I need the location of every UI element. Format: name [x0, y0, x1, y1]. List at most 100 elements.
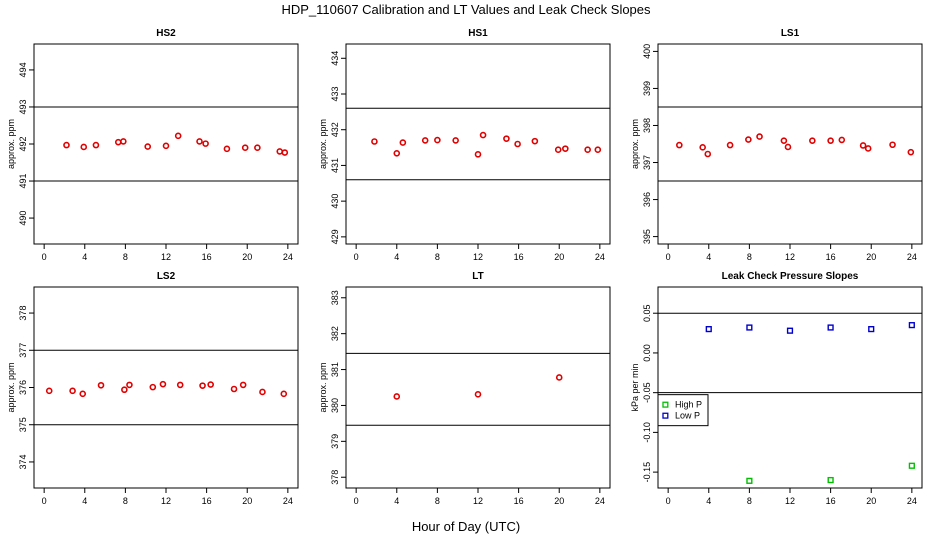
data-point — [562, 145, 569, 152]
x-tick-label: 4 — [82, 496, 87, 506]
y-tick-label: 381 — [330, 362, 340, 377]
y-tick-label: -0.10 — [642, 422, 652, 443]
y-tick-label: 398 — [642, 118, 652, 133]
x-tick-label: 4 — [706, 252, 711, 262]
data-point — [827, 137, 834, 144]
x-tick-label: 8 — [123, 496, 128, 506]
data-point — [176, 381, 184, 389]
plot-frame — [657, 286, 923, 489]
y-tick-label: 0.05 — [642, 304, 652, 322]
y-axis-label: approx. ppm — [6, 119, 16, 169]
data-point — [144, 143, 152, 150]
y-tick-label: 491 — [18, 174, 28, 189]
data-point — [281, 149, 289, 156]
x-tick-label: 8 — [435, 496, 440, 506]
data-point — [199, 382, 206, 389]
y-tick-label: -0.05 — [642, 382, 652, 403]
data-point — [868, 326, 875, 333]
y-tick-label: 432 — [330, 122, 340, 137]
x-tick-label: 24 — [907, 252, 917, 262]
panel-title: HS1 — [468, 28, 488, 39]
data-point — [676, 141, 683, 149]
data-point — [809, 137, 816, 144]
panel-1: HS1 0 4 8 12 16 20 24 429 430 431 432 433 434 approx. … — [318, 28, 611, 262]
data-point — [79, 390, 87, 398]
x-tick-label: 16 — [826, 252, 836, 262]
x-tick-label: 20 — [242, 252, 252, 262]
data-point — [474, 391, 482, 398]
data-point — [63, 141, 70, 149]
panel-title: Leak Check Pressure Slopes — [722, 271, 859, 282]
plot-frame — [345, 43, 611, 245]
y-tick-label: 430 — [330, 194, 340, 209]
y-tick-label: 376 — [18, 380, 28, 395]
data-point — [223, 145, 231, 153]
y-tick-label: 396 — [642, 192, 652, 207]
x-tick-label: 20 — [242, 496, 252, 506]
data-point — [907, 148, 915, 156]
chart-panels: HS2 0 4 8 12 16 20 24 490 491 492 493 494 approx. ppm… — [6, 28, 923, 506]
data-point — [371, 138, 378, 145]
y-tick-label: 380 — [330, 398, 340, 413]
data-point — [554, 146, 562, 154]
y-tick-label: 433 — [330, 86, 340, 101]
y-tick-label: 374 — [18, 454, 28, 469]
data-point — [889, 141, 896, 149]
data-point — [196, 138, 203, 145]
x-tick-label: 0 — [42, 252, 47, 262]
data-point — [120, 138, 127, 145]
y-tick-label: 378 — [18, 306, 28, 321]
data-point — [45, 387, 53, 395]
y-tick-label: 490 — [18, 211, 28, 226]
x-tick-label: 4 — [394, 252, 399, 262]
data-point — [705, 326, 712, 333]
legend-label: Low P — [675, 411, 700, 421]
data-point — [162, 142, 170, 150]
data-point — [594, 146, 602, 154]
y-tick-label: 400 — [642, 44, 652, 59]
data-point — [746, 324, 753, 331]
data-point — [92, 141, 100, 149]
x-tick-label: 20 — [554, 252, 564, 262]
data-point — [126, 381, 133, 389]
legend-box — [657, 394, 709, 427]
y-tick-label: 0.00 — [642, 344, 652, 362]
data-point — [531, 137, 539, 145]
x-tick-label: 16 — [514, 496, 524, 506]
x-tick-label: 16 — [202, 496, 212, 506]
y-tick-label: 434 — [330, 51, 340, 66]
y-tick-label: 492 — [18, 136, 28, 151]
plot-frame — [33, 286, 299, 489]
data-point — [786, 327, 794, 334]
y-tick-label: 397 — [642, 155, 652, 170]
data-point — [276, 148, 284, 155]
data-point — [230, 385, 238, 393]
data-point — [745, 136, 752, 143]
data-point — [859, 142, 867, 149]
y-tick-label: 382 — [330, 326, 340, 341]
data-point — [97, 381, 105, 389]
panel-0: HS2 0 4 8 12 16 20 24 490 491 492 493 494 approx. ppm — [6, 28, 299, 262]
x-tick-label: 20 — [554, 496, 564, 506]
panel-2: LS1 0 4 8 12 16 20 24 395 396 397 398 399 400 approx. … — [630, 28, 923, 262]
x-tick-label: 16 — [202, 252, 212, 262]
data-point — [241, 144, 249, 152]
data-point — [864, 145, 872, 152]
y-axis-label: approx. ppm — [318, 362, 328, 412]
x-tick-label: 8 — [747, 252, 752, 262]
data-point — [174, 132, 182, 140]
data-point — [399, 139, 407, 146]
figure-x-axis-label: Hour of Day (UTC) — [412, 519, 520, 534]
x-tick-label: 8 — [123, 252, 128, 262]
data-point — [908, 462, 915, 469]
data-point — [514, 140, 521, 148]
y-tick-label: 431 — [330, 158, 340, 173]
x-tick-label: 20 — [866, 496, 876, 506]
plot-frame — [657, 43, 923, 245]
panel-title: HS2 — [156, 28, 176, 39]
x-tick-label: 4 — [706, 496, 711, 506]
x-tick-label: 16 — [514, 252, 524, 262]
x-tick-label: 8 — [747, 496, 752, 506]
data-point — [756, 133, 763, 140]
